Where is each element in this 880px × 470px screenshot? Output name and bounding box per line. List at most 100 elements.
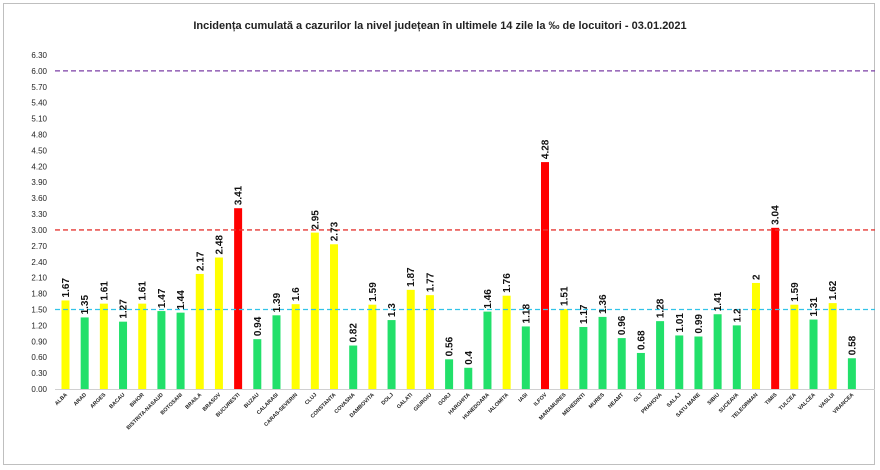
data-label: 1.39: [272, 292, 283, 312]
bar: [541, 162, 549, 389]
y-tick-label: 0.00: [31, 385, 47, 394]
x-tick-label: NEAMT: [607, 392, 625, 410]
bar: [214, 257, 223, 389]
y-tick-label: 2.40: [31, 258, 47, 267]
data-label: 2: [751, 274, 762, 280]
x-tick-label: IALOMITA: [488, 392, 510, 414]
data-label: 2.17: [195, 251, 206, 271]
data-label: 1.2: [732, 308, 743, 322]
y-tick-label: 4.20: [31, 162, 47, 171]
bar: [445, 359, 454, 389]
data-label: 1.41: [713, 291, 724, 311]
y-tick-label: 6.30: [31, 51, 47, 60]
x-tick-label: DOLJ: [381, 392, 395, 406]
x-tick-label: VASLUI: [818, 392, 836, 410]
y-tick-label: 4.50: [31, 146, 47, 155]
data-label: 1.67: [61, 278, 72, 298]
data-label: 4.28: [541, 139, 552, 159]
data-label: 0.58: [847, 335, 858, 355]
bar: [598, 316, 607, 389]
data-label: 0.96: [617, 315, 628, 335]
bar: [771, 227, 780, 389]
y-tick-label: 6.00: [31, 67, 47, 76]
data-label: 1.76: [502, 273, 513, 293]
bar: [502, 295, 511, 389]
bar: [790, 304, 799, 389]
data-label: 1.18: [521, 304, 532, 324]
x-tick-label: IASI: [518, 392, 530, 404]
bar: [713, 314, 722, 389]
x-tick-label: MURES: [588, 392, 606, 410]
data-label: 1.77: [425, 272, 436, 292]
bar: [234, 208, 243, 389]
data-label: 0.56: [445, 336, 456, 356]
x-tick-label: BUZAU: [243, 392, 261, 410]
bar: [176, 312, 185, 389]
data-label: 0.99: [694, 314, 705, 334]
data-label: 2.73: [330, 221, 341, 241]
bar: [406, 289, 415, 389]
y-tick-label: 0.30: [31, 369, 47, 378]
bar: [61, 300, 70, 389]
bar: [617, 338, 626, 389]
bar: [253, 339, 262, 389]
data-label: 1.3: [387, 303, 398, 317]
data-label: 0.4: [464, 350, 475, 364]
data-label: 3.04: [771, 205, 782, 225]
x-tick-label: TIMIS: [764, 392, 779, 407]
data-label: 1.27: [119, 299, 130, 319]
x-tick-label: ARAD: [73, 392, 88, 407]
bar: [464, 367, 473, 389]
x-tick-label: SALAJ: [666, 392, 683, 409]
data-label: 3.41: [234, 185, 245, 205]
x-tick-label: CLUJ: [304, 392, 318, 406]
x-tick-label: GORJ: [437, 392, 452, 407]
y-tick-label: 3.30: [31, 210, 47, 219]
bar: [675, 335, 684, 389]
data-label: 0.94: [253, 316, 264, 336]
bar: [387, 320, 396, 389]
bar: [809, 319, 818, 389]
data-label: 1.6: [291, 287, 302, 301]
data-label: 0.82: [349, 323, 360, 343]
data-label: 2.95: [310, 210, 321, 230]
y-tick-label: 1.20: [31, 321, 47, 330]
data-label: 1.51: [560, 286, 571, 306]
bar: [368, 304, 377, 389]
bar: [828, 303, 837, 389]
x-tick-label: ALBA: [54, 392, 69, 407]
y-tick-label: 3.60: [31, 194, 47, 203]
y-tick-label: 5.70: [31, 83, 47, 92]
y-tick-label: 4.80: [31, 131, 47, 140]
data-label: 1.59: [790, 282, 801, 302]
data-label: 0.68: [636, 330, 647, 350]
bar: [349, 345, 358, 389]
data-label: 1.62: [828, 280, 839, 300]
data-label: 1.28: [656, 298, 667, 318]
data-label: 1.61: [138, 281, 149, 301]
bar: [195, 273, 204, 389]
x-tick-label: ARGES: [89, 392, 107, 410]
x-tick-label: PRAHOVA: [640, 392, 663, 415]
bar: [291, 304, 300, 389]
data-label: 1.59: [368, 282, 379, 302]
bar: [80, 317, 89, 389]
data-label: 2.48: [214, 235, 225, 255]
bar: [119, 321, 128, 389]
data-label: 1.17: [579, 304, 590, 324]
bar: [656, 321, 665, 389]
bar: [272, 315, 281, 389]
data-label: 1.35: [80, 295, 91, 315]
y-tick-label: 2.70: [31, 242, 47, 251]
y-tick-label: 2.10: [31, 274, 47, 283]
data-label: 1.46: [483, 289, 494, 309]
data-label: 1.36: [598, 294, 609, 314]
data-label: 1.44: [176, 290, 187, 310]
x-tick-label: SIBIU: [707, 392, 721, 406]
x-tick-label: CARAS-SEVERIN: [263, 392, 299, 428]
x-tick-label: BACAU: [108, 392, 126, 410]
x-tick-label: VRANCEA: [832, 392, 855, 415]
bar: [694, 336, 703, 389]
data-label: 1.31: [809, 297, 820, 317]
